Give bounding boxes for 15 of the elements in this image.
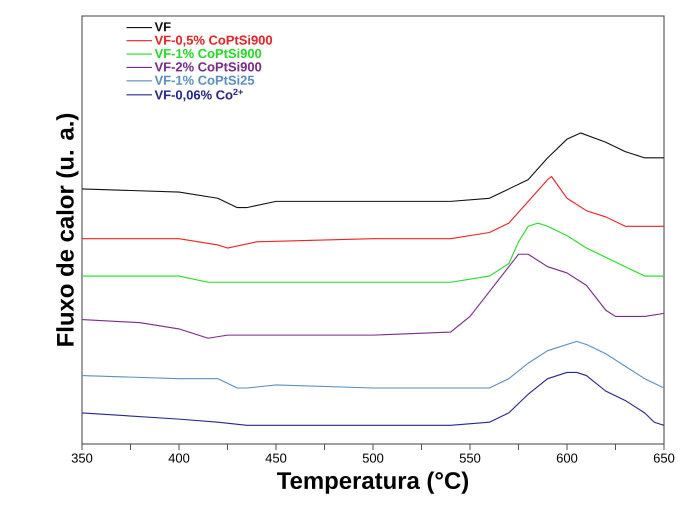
legend-label: VF-2% CoPtSi900 [154,62,262,72]
legend-label: VF-1% CoPtSi900 [154,48,262,58]
legend-label: VF-0,5% CoPtSi900 [154,35,272,47]
x-tick-label: 550 [460,453,480,463]
x-tick-label: 600 [556,453,578,463]
x-tick-label: 350 [72,453,92,463]
x-tick-label: 650 [654,453,674,463]
x-tick-label: 500 [362,453,384,463]
legend-label: VF-0,06% Co$^{2+}$ [154,88,243,102]
legend-label: VF [154,22,171,32]
x-tick-label: 450 [265,453,286,463]
x-tick-label: 400 [168,453,190,463]
y-axis-title: Fluxo de calor (u. a.) [56,114,78,346]
legend-label: VF-1% CoPtSi25 [154,75,254,85]
x-axis-title: Temperatura (°C) [277,472,468,494]
